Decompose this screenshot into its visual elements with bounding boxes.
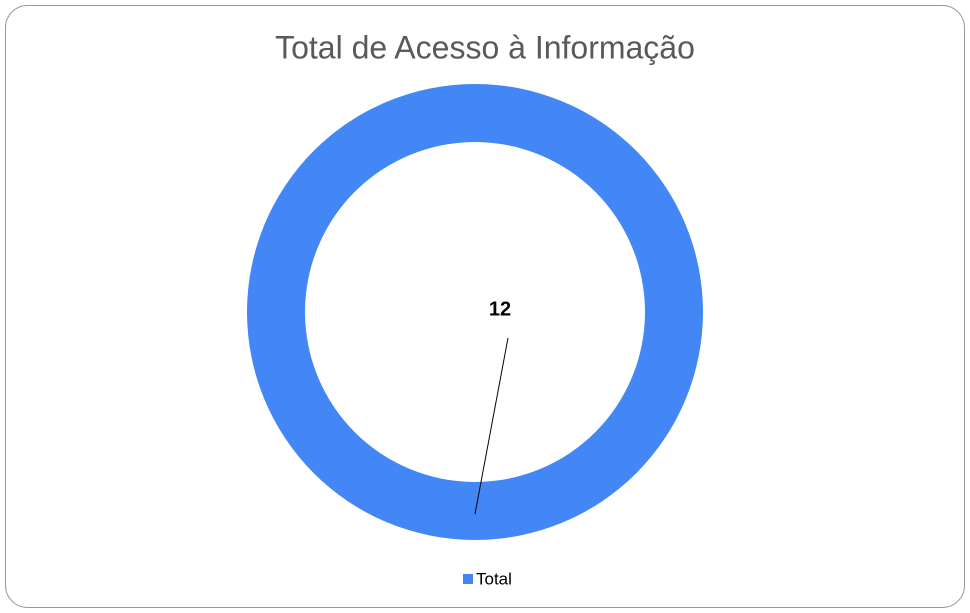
leader-line [474,337,509,515]
chart-title: Total de Acesso à Informação [275,29,695,65]
legend-swatch [463,574,473,584]
data-label: 12 [489,298,511,320]
legend-label: Total [476,569,512,588]
chart-frame [5,5,965,608]
